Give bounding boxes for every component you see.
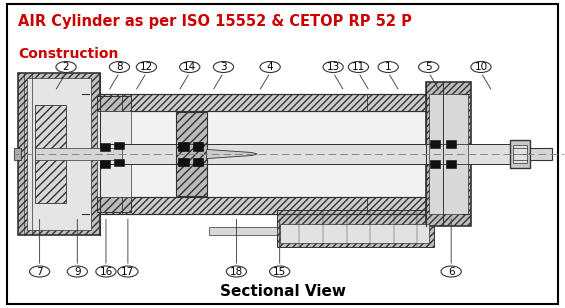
Circle shape <box>118 266 138 277</box>
Text: 15: 15 <box>273 266 286 277</box>
Bar <box>277 210 434 247</box>
Text: 6: 6 <box>448 266 454 277</box>
Circle shape <box>260 62 280 72</box>
Circle shape <box>56 62 76 72</box>
Circle shape <box>96 266 116 277</box>
Text: 17: 17 <box>121 266 134 277</box>
Bar <box>35 148 122 160</box>
Circle shape <box>378 62 398 72</box>
Text: 7: 7 <box>36 266 43 277</box>
Circle shape <box>471 62 491 72</box>
Bar <box>446 160 455 168</box>
Text: 9: 9 <box>74 266 81 277</box>
Bar <box>89 111 462 197</box>
Bar <box>114 159 124 166</box>
Bar <box>97 96 131 111</box>
Circle shape <box>441 266 461 277</box>
Bar <box>530 148 553 160</box>
Bar <box>510 140 530 168</box>
Bar <box>100 143 110 151</box>
Bar <box>179 142 189 151</box>
Bar <box>14 148 21 160</box>
Bar <box>513 145 527 163</box>
Bar <box>431 160 441 168</box>
Bar <box>193 142 203 151</box>
Bar <box>280 224 429 242</box>
Text: 12: 12 <box>140 62 153 72</box>
Circle shape <box>419 62 439 72</box>
Bar <box>89 95 462 111</box>
Bar <box>100 160 110 168</box>
Circle shape <box>270 266 290 277</box>
Text: 2: 2 <box>63 62 69 72</box>
Circle shape <box>110 62 129 72</box>
Text: Construction: Construction <box>18 47 119 61</box>
Circle shape <box>226 266 246 277</box>
Bar <box>27 78 92 230</box>
Bar <box>431 140 441 148</box>
Bar <box>89 197 462 213</box>
Circle shape <box>180 62 200 72</box>
Circle shape <box>348 62 368 72</box>
Circle shape <box>323 62 343 72</box>
Text: 1: 1 <box>385 62 392 72</box>
Bar <box>97 197 131 212</box>
Bar <box>429 95 468 213</box>
Bar <box>114 142 124 149</box>
Bar <box>426 82 471 226</box>
Circle shape <box>67 266 88 277</box>
Text: 8: 8 <box>116 62 123 72</box>
Text: 10: 10 <box>475 62 488 72</box>
Bar <box>210 227 277 235</box>
Circle shape <box>29 266 50 277</box>
Text: AIR Cylinder as per ISO 15552 & CETOP RP 52 P: AIR Cylinder as per ISO 15552 & CETOP RP… <box>18 14 412 29</box>
Bar <box>179 158 189 166</box>
Text: 5: 5 <box>425 62 432 72</box>
Text: 4: 4 <box>267 62 273 72</box>
Bar <box>18 73 100 235</box>
Text: 3: 3 <box>220 62 227 72</box>
Text: 14: 14 <box>183 62 197 72</box>
Bar <box>176 112 207 196</box>
Text: 11: 11 <box>352 62 365 72</box>
Bar <box>35 105 66 203</box>
Polygon shape <box>207 149 257 159</box>
Bar <box>103 144 510 164</box>
Circle shape <box>136 62 157 72</box>
Bar <box>446 140 455 148</box>
Text: Sectional View: Sectional View <box>219 284 346 299</box>
Text: 18: 18 <box>230 266 243 277</box>
Bar <box>97 111 131 197</box>
Circle shape <box>214 62 233 72</box>
Bar <box>193 158 203 166</box>
Text: 13: 13 <box>327 62 340 72</box>
Text: 16: 16 <box>99 266 112 277</box>
